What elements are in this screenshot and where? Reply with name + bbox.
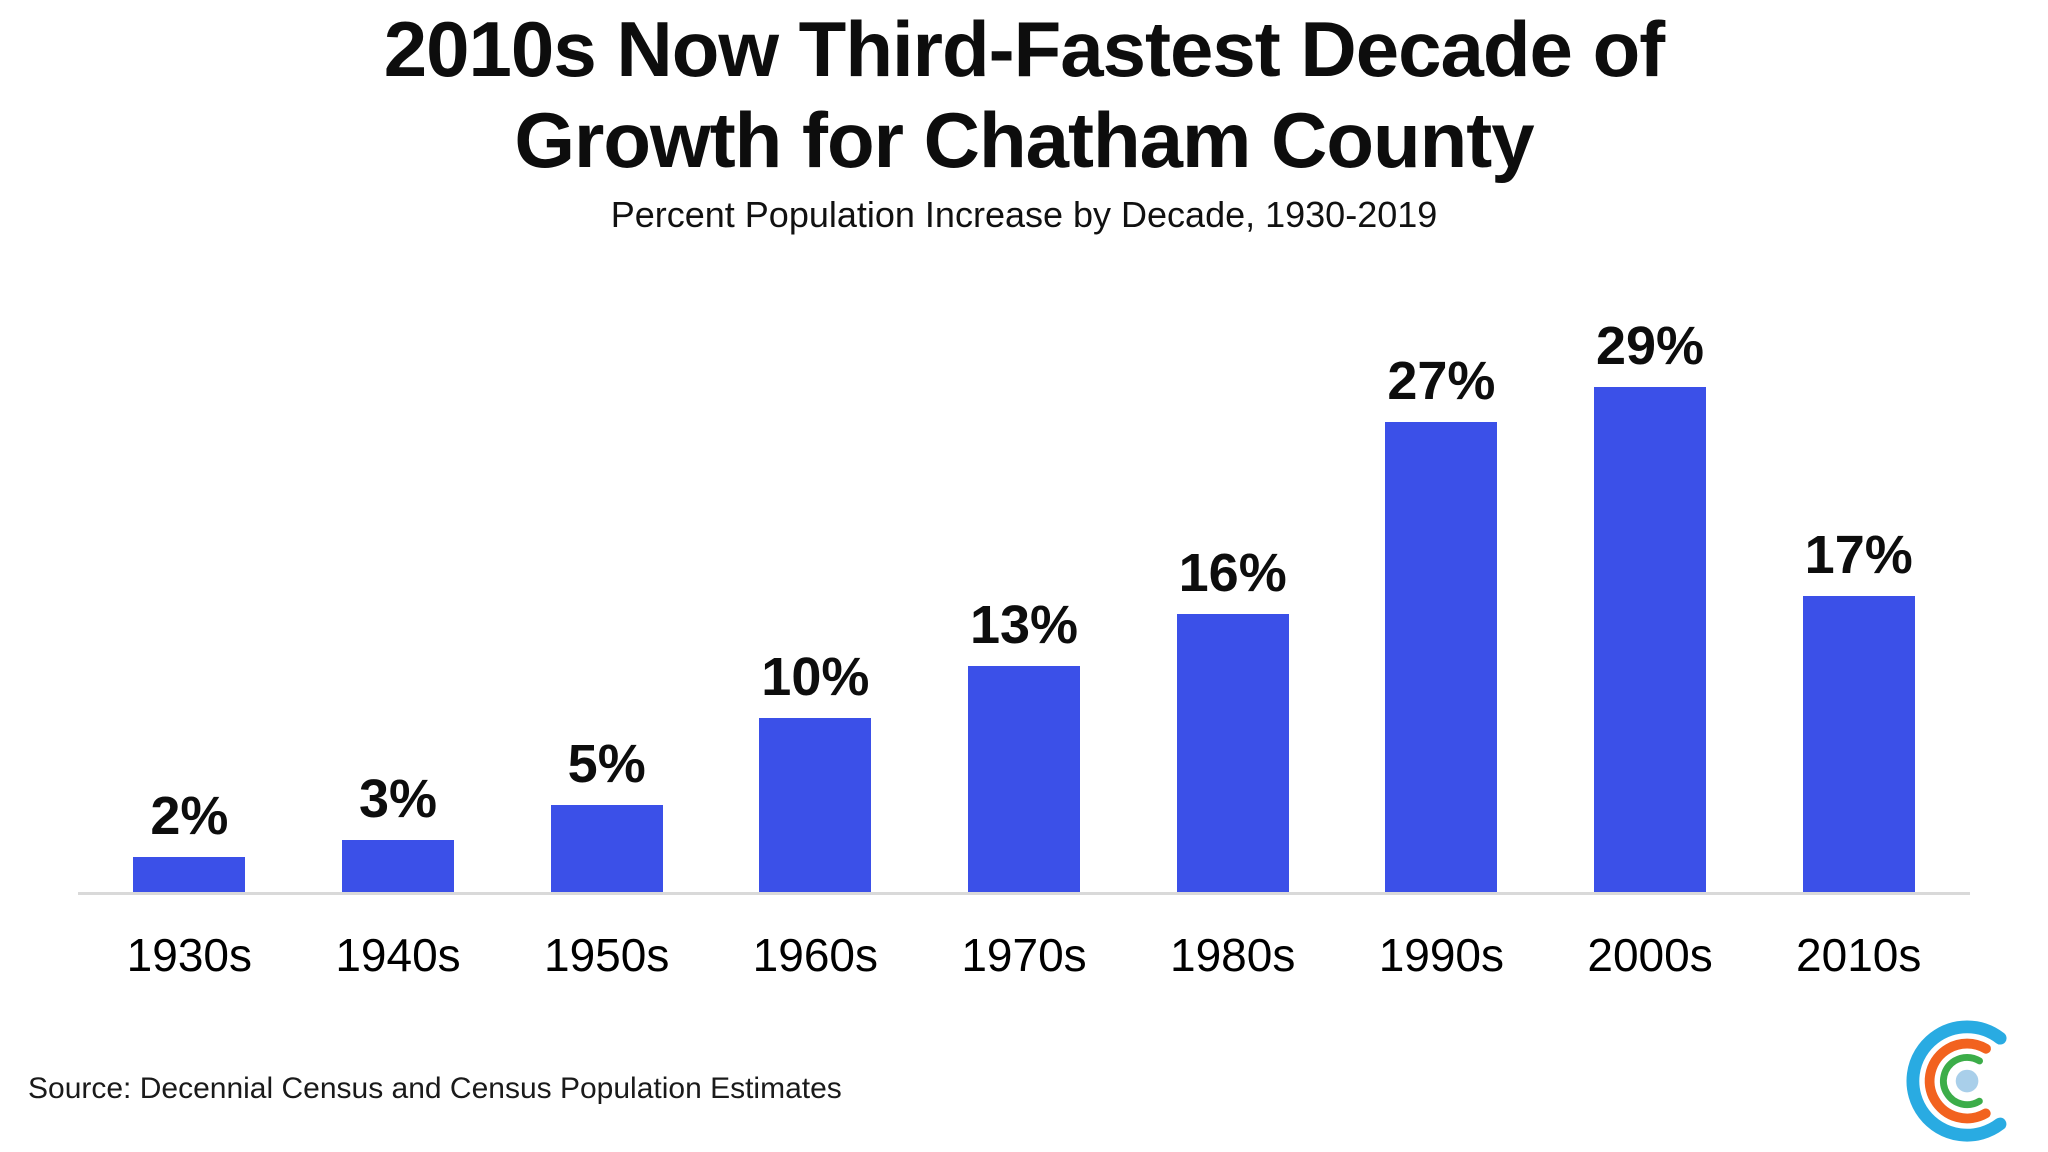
bar-value-label: 10% [761,647,870,707]
chart-title-line1: 2010s Now Third-Fastest Decade of [383,5,1665,93]
bar-value-label: 27% [1387,351,1496,411]
category-label: 1990s [1378,929,1505,981]
source-note: Source: Decennial Census and Census Popu… [28,1072,842,1105]
bar [342,840,454,892]
bar [1594,387,1707,892]
bar-group: 10% [711,646,920,892]
bar-group: 13% [920,594,1129,892]
category-label: 1930s [126,929,252,981]
inner-green-arc [1939,1053,1995,1109]
category-label: 1980s [1170,929,1296,981]
middle-orange-arc [1924,1038,2010,1124]
bar-group: 2% [85,785,294,892]
outer-blue-arc [1906,1020,2028,1142]
category-label: 2000s [1587,929,1713,981]
bar [133,857,246,892]
bar [550,805,663,892]
category-label: 1940s [335,929,461,981]
bar-group: 17% [1754,524,1963,892]
bar-group: 3% [294,768,503,892]
categories-row: 1930s 1940s 1950s 1960s 1970s 1980s 1990s 2000s… [85,928,1963,982]
bar-value-label: 29% [1595,316,1705,376]
chart-title-line2: Growth for Chatham County [514,96,1534,185]
category-label: 1950s [544,929,670,981]
center-dot [1955,1069,1979,1093]
bar [1385,422,1498,892]
x-axis-line [78,892,1970,895]
bar-value-label: 5% [567,734,646,794]
bar [968,666,1081,892]
concentric-c-arcs [1906,1020,2028,1142]
bar-group: 29% [1546,315,1755,892]
bar [1802,596,1915,892]
bars-row: 2% 3% 5% 10% 13% 16% 27% 29% 17% [85,0,1963,892]
bar-value-label: 17% [1804,525,1913,585]
bar-value-label: 2% [150,786,229,846]
bar-group: 27% [1337,350,1546,892]
bar-group: 5% [502,733,711,892]
bar-group: 16% [1128,542,1337,892]
category-label: 1970s [961,929,1087,981]
category-label: 2010s [1796,929,1922,981]
bar [759,718,872,892]
concentric-c-logo [1906,1020,2028,1142]
bar-value-label: 3% [358,769,438,829]
chart-subtitle: Percent Population Increase by Decade, 1… [610,194,1438,235]
bar-value-label: 13% [969,595,1079,655]
chart-title: 2010s Now Third-Fastest Decade of Growth… [0,4,2048,187]
bar [1176,614,1289,892]
bar-value-label: 16% [1178,543,1287,603]
category-label: 1960s [752,929,879,981]
